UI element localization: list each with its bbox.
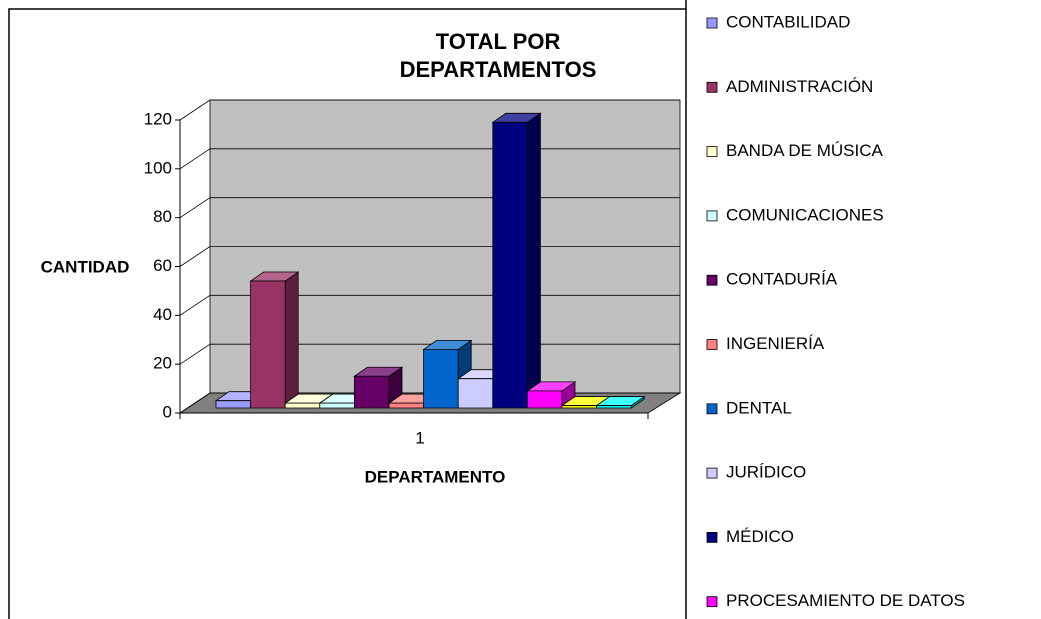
bar-front — [250, 280, 286, 409]
legend-label: DENTAL — [726, 398, 792, 417]
bar-side — [527, 112, 541, 409]
chart-title: TOTAL POR DEPARTAMENTOS — [399, 29, 597, 82]
legend-swatch — [706, 146, 718, 158]
x-tick-label: 1 — [415, 428, 424, 447]
bar — [491, 112, 542, 409]
x-axis-label: DEPARTAMENTO — [365, 467, 506, 486]
bar — [595, 395, 646, 409]
legend-label: MÉDICO — [726, 527, 794, 546]
y-tick-label: 80 — [153, 207, 172, 226]
bar — [249, 271, 300, 409]
y-tick-label: 0 — [163, 402, 172, 421]
grid-line — [179, 295, 211, 316]
bar-side — [284, 271, 299, 409]
grid-line — [179, 343, 211, 365]
bar-front — [215, 400, 252, 409]
y-tick-label: 120 — [144, 109, 172, 128]
legend-label: INGENIERÍA — [726, 334, 825, 353]
legend-label: CONTABILIDAD — [726, 12, 850, 31]
bar-front — [353, 375, 390, 409]
legend-label: PROCESAMIENTO DE DATOS — [726, 591, 965, 610]
bar — [526, 381, 577, 409]
legend-label: JURÍDICO — [726, 463, 806, 482]
legend-label: COMUNICACIONES — [726, 205, 884, 224]
y-tick-label: 20 — [153, 354, 172, 373]
bar-front — [561, 405, 597, 409]
bar-front — [527, 390, 563, 409]
grid-line — [179, 148, 211, 170]
y-axis-label: CANTIDAD — [41, 257, 130, 276]
grid-line — [179, 392, 211, 414]
bar-front — [319, 402, 355, 409]
legend-label: CONTADURÍA — [726, 270, 838, 289]
legend-swatch — [706, 81, 718, 93]
y-tick-label: 100 — [144, 158, 172, 177]
legend-label: ADMINISTRACIÓN — [726, 77, 873, 96]
y-tick-label: 40 — [153, 305, 172, 324]
legend-swatch — [706, 467, 718, 479]
legend-label: BANDA DE MÚSICA — [726, 141, 883, 160]
legend-swatch — [706, 403, 718, 415]
bar-front — [457, 378, 494, 409]
bar-front — [284, 402, 321, 409]
legend-swatch — [706, 532, 718, 543]
legend-swatch — [706, 339, 718, 350]
grid-line — [179, 99, 211, 121]
y-tick-label: 60 — [153, 256, 172, 275]
bar-front — [492, 121, 528, 409]
bar — [353, 366, 404, 409]
bar-front — [596, 405, 632, 409]
legend-swatch — [706, 17, 718, 29]
chart-border — [8, 8, 686, 619]
bar-front — [388, 402, 425, 409]
legend-swatch — [706, 274, 718, 286]
grid-line — [179, 246, 211, 267]
bar-front — [423, 348, 459, 409]
grid-line — [179, 197, 211, 218]
legend-swatch — [706, 596, 718, 608]
legend-swatch — [706, 210, 718, 222]
